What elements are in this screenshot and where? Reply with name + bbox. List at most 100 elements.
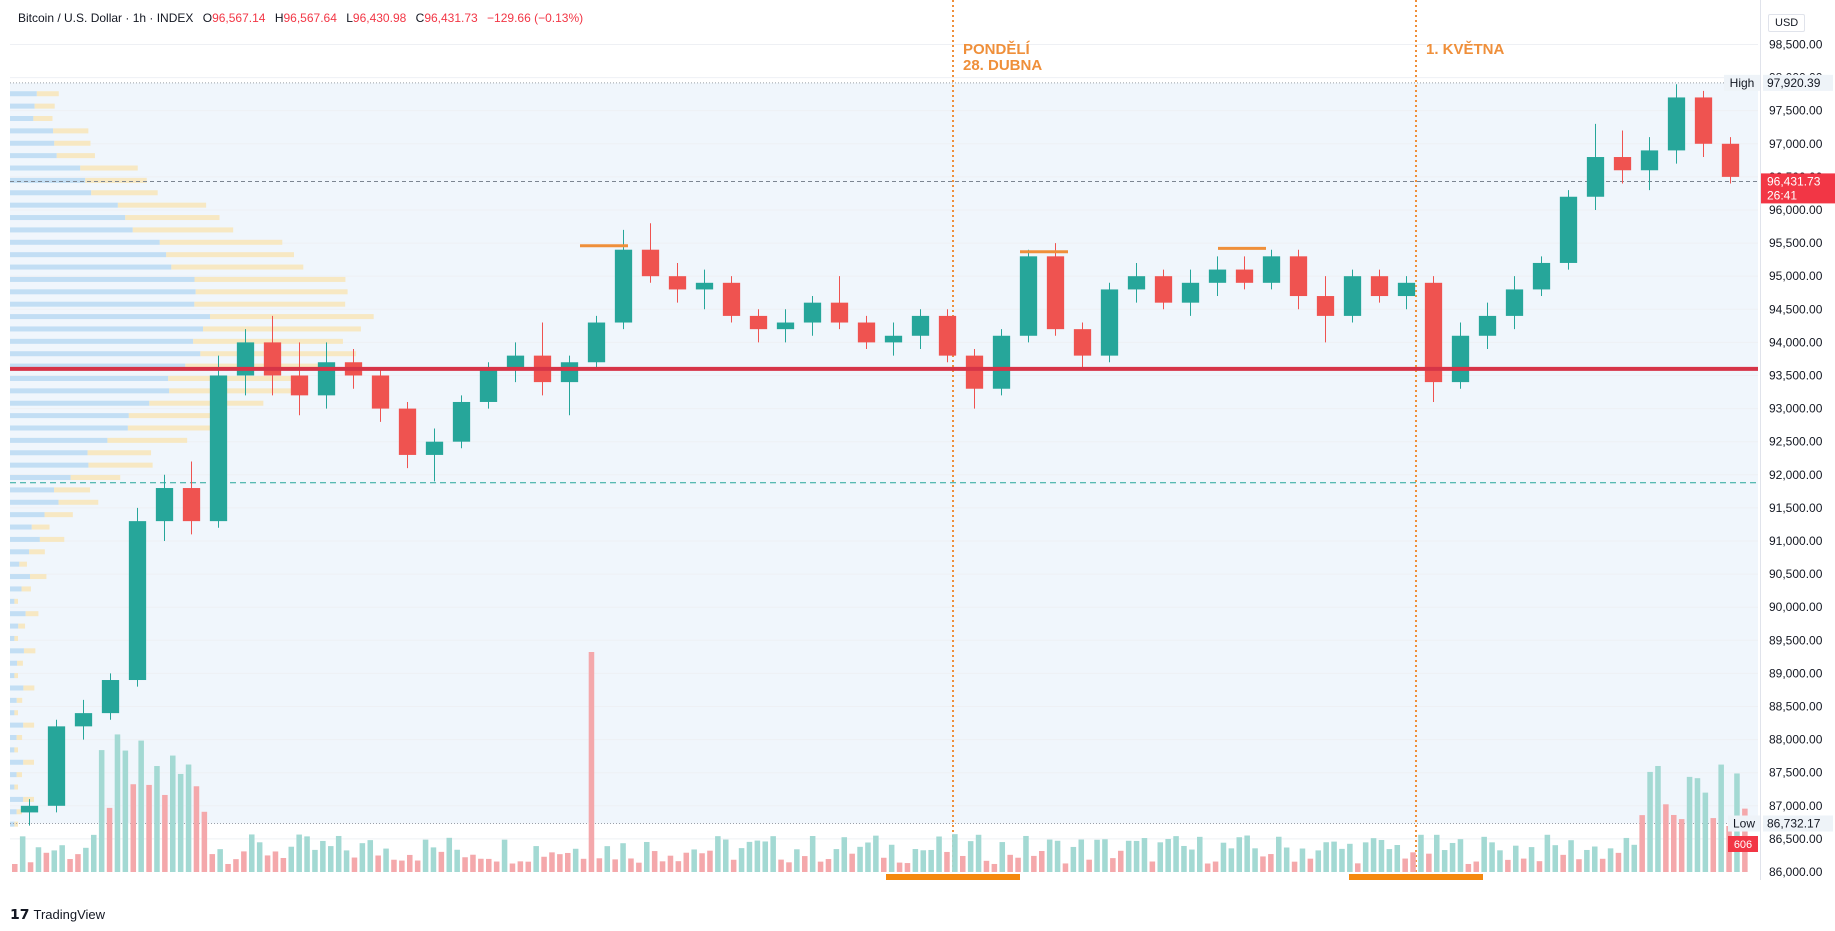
volume-profile-bar [23,722,35,728]
close-key: C [415,11,425,25]
volume-bar [1481,836,1487,872]
volume-profile-bar [10,413,129,419]
volume-bar [888,844,895,872]
volume-profile-bar [25,611,39,617]
volume-bar [612,859,618,872]
price-tick-label: 92,000.00 [1769,468,1823,482]
price-tick-label: 87,000.00 [1769,799,1823,813]
volume-bar [675,861,682,872]
symbol-title[interactable]: Bitcoin / U.S. Dollar · 1h · INDEX [18,11,194,25]
volume-profile-bar [10,165,81,171]
brand-name[interactable]: TradingView [33,907,106,922]
volume-bar [1315,850,1322,872]
volume-bar [1457,839,1464,872]
high-label-box [1724,74,1760,91]
price-scale[interactable]: 98,500.0098,000.0097,500.0097,000.0096,5… [1760,0,1835,880]
volume-bar [12,864,18,872]
volume-bar [1449,842,1456,872]
volume-bar [438,851,445,872]
volume-bar [1473,861,1480,872]
volume-bar [1299,848,1306,872]
volume-profile-bar [14,598,18,604]
volume-profile-bar [169,388,300,394]
volume-profile-bar [10,586,22,592]
volume-profile-bar [10,388,170,394]
volume-bar [1686,776,1693,872]
volume-bar [683,852,690,872]
volume-bar [414,860,421,872]
volume-bar [1110,858,1116,872]
volume-bar [1039,851,1045,872]
candle-body [1451,335,1470,383]
currency-label[interactable]: USD [1768,14,1806,32]
price-tick-label: 88,000.00 [1769,733,1823,747]
volume-profile-bar [10,549,30,555]
volume-profile-bar [33,115,53,121]
candle-body [398,408,417,455]
volume-bar [264,855,271,872]
high-key: H [274,11,284,25]
volume-bar [35,847,42,872]
volume-bar [1094,839,1100,872]
candle-body [1478,315,1497,336]
volume-bar [114,734,121,872]
volume-profile-bar [10,190,92,196]
candle-body [1640,150,1659,171]
volume-bar [67,859,73,872]
volume-profile-bar [10,722,24,728]
volume-bar [1244,835,1250,872]
volume-bar [249,834,255,872]
volume-profile-bar [10,289,196,295]
volume-bar [1283,847,1290,872]
volume-bar [1394,844,1401,872]
volume-bar [462,857,468,872]
volume-profile-bar [10,140,55,146]
volume-bar [1528,847,1535,872]
volume-bar [1678,819,1685,872]
volume-profile-bar [10,363,186,369]
volume-bar [881,857,887,872]
volume-profile-bar [10,499,59,505]
volume-bar [912,849,919,872]
tradingview-logo-icon[interactable]: 𝟭𝟳 [10,906,30,922]
volume-bar [83,847,89,872]
volume-bar [644,841,650,872]
volume-profile-bar [10,227,133,233]
volume-bar [470,854,476,872]
candle-body [992,335,1011,389]
volume-bar [636,862,642,872]
volume-bar [723,839,729,872]
volume-profile-bar [34,103,55,109]
monday-annotation-line1: PONDĚLÍ [963,40,1031,58]
volume-bar [225,863,231,872]
volume-bar [1615,852,1622,872]
volume-bar [328,846,334,872]
volume-bar [359,843,366,872]
volume-bar [849,853,855,872]
volume-bar [920,850,927,872]
low-value: 96,430.98 [352,11,407,25]
volume-bar [185,764,192,872]
volume-bar [1378,839,1385,872]
volume-profile-bar [10,437,108,443]
candle-body [1613,157,1632,171]
volume-profile-bar [10,177,86,183]
volume-profile-bar [10,103,35,109]
volume-profile-bar [14,821,18,827]
volume-bar [928,849,934,872]
candle-body [1559,196,1578,263]
volume-bar [778,859,784,872]
last-price-value: 96,431.73 [1767,174,1821,188]
volume-profile-bar [10,400,150,406]
footer[interactable]: 𝟭𝟳 TradingView [10,906,105,923]
volume-bar [1426,853,1432,872]
volume-bar [19,836,26,872]
volume-bar [565,852,571,872]
volume-bar [75,854,81,872]
volume-bar [1323,842,1329,872]
low-key: L [346,11,353,25]
volume-bar [478,858,484,872]
volume-bar [1102,839,1108,872]
